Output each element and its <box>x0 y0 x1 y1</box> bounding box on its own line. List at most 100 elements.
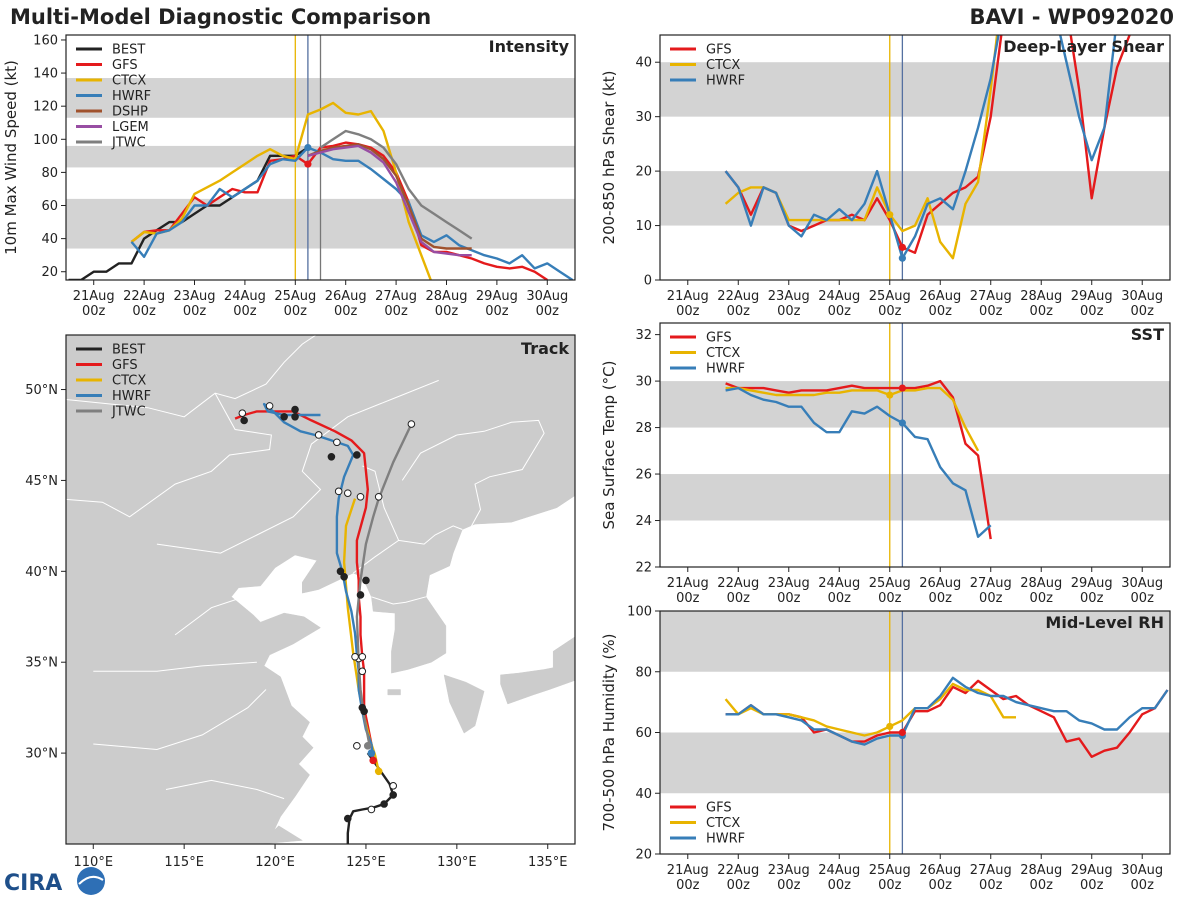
sst-xtick-hour-6: 00z <box>979 591 1003 606</box>
rh-xtick-hour-8: 00z <box>1080 878 1104 893</box>
shear-ytick-label-1: 10 <box>635 219 652 234</box>
intensity-legend-label-ctcx: CTCX <box>112 74 146 89</box>
rh-xtick-hour-9: 00z <box>1131 878 1155 893</box>
rh-xtick-day-9: 30Aug <box>1121 863 1163 878</box>
intensity-frame <box>65 34 576 281</box>
rh-ylabel: 700-500 hPa Humidity (%) <box>600 633 618 831</box>
sst-xtick-day-7: 28Aug <box>1020 576 1062 591</box>
rh-xtick-day-8: 29Aug <box>1071 863 1113 878</box>
sst-xtick-day-3: 24Aug <box>818 576 860 591</box>
rh-ytick-label-0: 20 <box>635 848 652 863</box>
intensity-xtick-day-2: 23Aug <box>174 289 216 304</box>
figure-title: Multi-Model Diagnostic Comparison <box>10 5 431 29</box>
intensity-line-lgem <box>307 144 472 257</box>
shear-xtick-day-8: 29Aug <box>1071 289 1113 304</box>
intensity-xtick-hour-9: 00z <box>536 304 560 319</box>
border-line-3 <box>371 596 427 605</box>
intensity-title: Intensity <box>489 37 570 56</box>
sst-xtick-day-6: 27Aug <box>970 576 1012 591</box>
intensity-legend-label-lgem: LGEM <box>112 120 149 135</box>
sst-band-0 <box>660 474 1170 521</box>
rh-line-ctcx <box>724 682 1016 737</box>
sst-xtick-day-2: 23Aug <box>768 576 810 591</box>
rh-xtick-hour-4: 00z <box>878 878 902 893</box>
track-point-best <box>389 791 398 799</box>
intensity-xtick-hour-2: 00z <box>183 304 207 319</box>
sst-xtick-hour-2: 00z <box>777 591 801 606</box>
track-point-ctcx <box>374 767 383 776</box>
sst-xtick-hour-4: 00z <box>878 591 902 606</box>
track-point-hwrf <box>336 567 345 576</box>
rh-band-0 <box>660 732 1170 794</box>
border-line-2 <box>352 525 463 574</box>
intensity-legend-label-hwrf: HWRF <box>112 89 151 104</box>
sst-line-hwrf <box>725 386 992 538</box>
intensity-xtick-hour-0: 00z <box>82 304 106 319</box>
rh-xtick-day-0: 21Aug <box>667 863 709 878</box>
track-ytick-label-1: 35°N <box>25 656 58 671</box>
land-shikoku-honshu <box>500 636 575 705</box>
rh-ytick-label-4: 100 <box>627 605 652 620</box>
track-frame <box>65 334 576 845</box>
land-kyushu <box>443 674 485 734</box>
shear-xtick-hour-0: 00z <box>676 304 700 319</box>
track-point-gfs <box>356 591 365 599</box>
track-xtick-label-4: 130°E <box>437 855 477 870</box>
track-legend-label-gfs: GFS <box>112 358 138 373</box>
track-point-hwrf <box>327 452 336 461</box>
sst-xtick-day-4: 25Aug <box>869 576 911 591</box>
shear-xtick-hour-3: 00z <box>828 304 852 319</box>
shear-legend-label-hwrf: HWRF <box>706 74 745 89</box>
intensity-xtick-day-9: 30Aug <box>526 289 568 304</box>
land-taiwan-tip <box>260 825 304 844</box>
sst-xtick-day-5: 26Aug <box>919 576 961 591</box>
sst-marker-hwrf <box>898 419 906 427</box>
sst-ytick-label-5: 32 <box>635 328 652 343</box>
track-point-best <box>346 843 349 844</box>
sst-xtick-hour-9: 00z <box>1131 591 1155 606</box>
track-map-group <box>66 335 575 844</box>
track-point-gfs <box>358 652 367 661</box>
shear-line-hwrf <box>724 35 1117 260</box>
sst-frame <box>659 322 1171 568</box>
sst-panel: 22242628303221Aug00z22Aug00z23Aug00z24Au… <box>600 322 1171 606</box>
rh-xtick-day-3: 24Aug <box>818 863 860 878</box>
track-point-gfs <box>369 756 378 765</box>
rh-xtick-day-2: 23Aug <box>768 863 810 878</box>
track-point-hwrf <box>314 431 323 439</box>
track-ytick-label-0: 30°N <box>25 747 58 762</box>
sst-marker-gfs <box>898 384 906 392</box>
intensity-ytick-label-5: 120 <box>33 100 58 115</box>
shear-xtick-day-5: 26Aug <box>919 289 961 304</box>
rh-xtick-hour-5: 00z <box>929 878 953 893</box>
shear-xtick-hour-1: 00z <box>727 304 751 319</box>
shear-ytick-label-3: 30 <box>635 110 652 125</box>
intensity-xtick-hour-5: 00z <box>334 304 358 319</box>
track-xtick-label-2: 120°E <box>255 855 295 870</box>
track-point-jtwc <box>407 420 416 428</box>
border-line-10 <box>362 465 400 541</box>
track-legend-label-best: BEST <box>112 343 145 358</box>
intensity-line-best <box>68 146 309 280</box>
sst-ytick-label-2: 26 <box>635 468 652 483</box>
sst-title: SST <box>1131 325 1164 344</box>
border-line-0 <box>66 335 317 418</box>
track-point-hwrf <box>367 749 376 757</box>
logo-swirl-icon <box>78 875 104 885</box>
border-line-11 <box>401 434 458 481</box>
shear-marker-hwrf <box>898 254 906 262</box>
intensity-line-jtwc <box>319 129 473 240</box>
sst-marker-ctcx <box>886 391 894 399</box>
track-point-hwrf <box>334 487 343 496</box>
sst-legend-label-hwrf: HWRF <box>706 362 745 377</box>
border-line-4 <box>66 392 272 518</box>
track-point-best <box>389 782 398 790</box>
track-point-hwrf <box>280 413 288 421</box>
intensity-legend-label-gfs: GFS <box>112 58 138 73</box>
shear-xtick-day-3: 24Aug <box>818 289 860 304</box>
rh-xtick-hour-1: 00z <box>727 878 751 893</box>
shear-xtick-day-4: 25Aug <box>869 289 911 304</box>
track-point-best <box>380 800 388 808</box>
